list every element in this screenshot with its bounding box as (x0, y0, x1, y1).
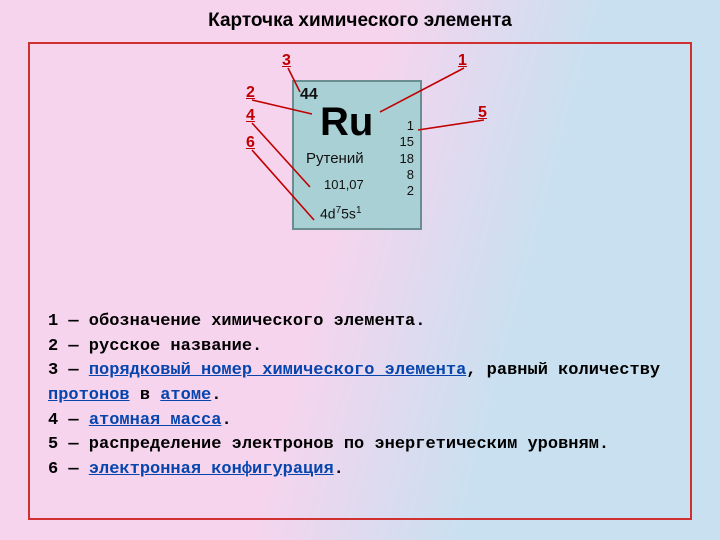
callout-6: 6 (246, 134, 255, 152)
callout-2: 2 (246, 84, 255, 102)
callout-1: 1 (458, 52, 467, 70)
legend-link[interactable]: электронная конфигурация (89, 460, 334, 479)
callout-3: 3 (282, 52, 291, 70)
legend-item-2: 2 — русское название. (48, 335, 672, 360)
legend-link[interactable]: атомная масса (89, 411, 222, 430)
callout-5: 5 (478, 104, 487, 122)
callout-4: 4 (246, 107, 255, 125)
legend-item-3: 3 — порядковый номер химического элемент… (48, 359, 672, 408)
legend-link[interactable]: порядковый номер химического элемента (89, 361, 466, 380)
legend-link[interactable]: протонов (48, 386, 130, 405)
legend-link[interactable]: атоме (160, 386, 211, 405)
legend-item-5: 5 — распределение электронов по энергети… (48, 433, 672, 458)
page-title: Карточка химического элемента (0, 10, 720, 32)
legend-item-1: 1 — обозначение химического элемента. (48, 310, 672, 335)
legend: 1 — обозначение химического элемента.2 —… (48, 310, 672, 482)
diagram: 44 Ru Рутений 101,07 4d75s1 1151882 3246… (200, 52, 540, 292)
legend-item-6: 6 — электронная конфигурация. (48, 458, 672, 483)
legend-item-4: 4 — атомная масса. (48, 409, 672, 434)
callout-labels: 3 2 4 6 1 5 (200, 52, 540, 292)
